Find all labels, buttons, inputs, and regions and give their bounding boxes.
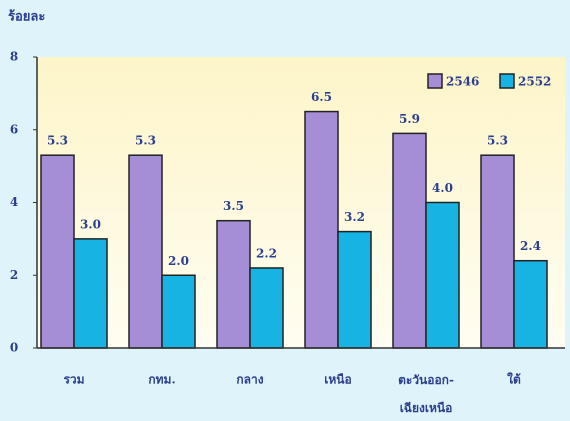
x-tick-label: กลาง bbox=[236, 373, 263, 387]
bar bbox=[337, 230, 372, 349]
y-tick-label: 6 bbox=[10, 122, 18, 136]
bar bbox=[513, 259, 548, 349]
x-tick-label: ใต้ bbox=[507, 372, 521, 387]
bar bbox=[161, 274, 196, 349]
value-label: 2.0 bbox=[168, 254, 189, 268]
x-tick-label: กทม. bbox=[148, 373, 175, 387]
value-label: 4.0 bbox=[432, 181, 453, 195]
plot-area bbox=[37, 57, 565, 348]
bar bbox=[304, 110, 339, 349]
x-tick-label-line: ตะวันออก- bbox=[398, 373, 454, 387]
x-tick-label: ตะวันออก- เฉียงเหนือ bbox=[398, 373, 454, 415]
bar bbox=[392, 132, 427, 349]
bar bbox=[216, 219, 251, 349]
value-label: 3.0 bbox=[80, 217, 101, 231]
legend-swatch bbox=[427, 73, 443, 89]
y-tick-label: 4 bbox=[10, 195, 18, 209]
bar bbox=[40, 154, 75, 349]
legend-swatch bbox=[499, 73, 515, 89]
bar bbox=[128, 154, 163, 349]
legend-label: 2552 bbox=[518, 75, 551, 89]
value-label: 5.3 bbox=[487, 134, 508, 148]
value-label: 5.3 bbox=[135, 134, 156, 148]
value-label: 5.3 bbox=[47, 134, 68, 148]
y-tick-label: 2 bbox=[10, 268, 18, 282]
value-label: 2.4 bbox=[520, 239, 541, 253]
y-tick-label: 0 bbox=[10, 341, 18, 355]
bar bbox=[73, 238, 108, 349]
y-tick-label: 8 bbox=[10, 50, 18, 64]
value-label: 3.5 bbox=[223, 199, 244, 213]
value-label: 3.2 bbox=[344, 210, 365, 224]
bar bbox=[249, 267, 284, 349]
bar bbox=[425, 201, 460, 349]
value-label: 6.5 bbox=[311, 90, 332, 104]
x-tick-label: เหนือ bbox=[324, 373, 351, 387]
value-label: 2.2 bbox=[256, 246, 277, 260]
x-tick-label-line: เฉียงเหนือ bbox=[400, 401, 453, 415]
x-tick-label: รวม bbox=[63, 373, 84, 387]
legend-label: 2546 bbox=[446, 75, 479, 89]
value-label: 5.9 bbox=[399, 112, 420, 126]
y-axis-label: ร้อยละ bbox=[8, 9, 45, 25]
bar bbox=[480, 154, 515, 349]
